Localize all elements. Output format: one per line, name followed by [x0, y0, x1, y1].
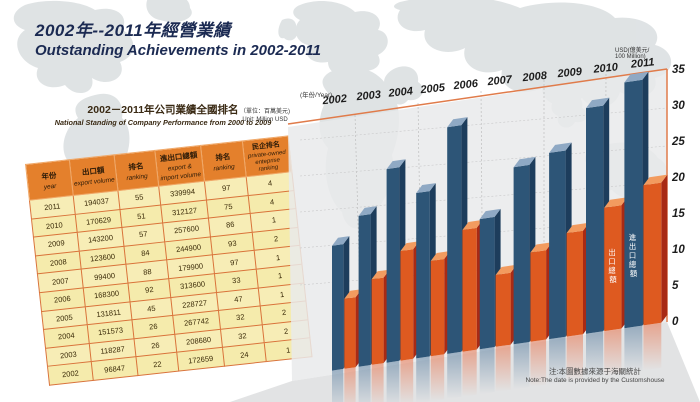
- svg-text:0: 0: [672, 316, 679, 328]
- svg-text:2007: 2007: [486, 74, 513, 89]
- svg-text:2003: 2003: [355, 89, 382, 104]
- svg-text:30: 30: [672, 100, 685, 112]
- svg-text:20: 20: [671, 172, 685, 184]
- svg-text:15: 15: [672, 208, 685, 220]
- svg-text:10: 10: [672, 244, 685, 256]
- svg-text:35: 35: [672, 64, 685, 76]
- svg-text:2009: 2009: [556, 66, 583, 81]
- svg-text:2004: 2004: [387, 85, 414, 100]
- svg-text:2008: 2008: [521, 70, 548, 85]
- svg-text:(年份/Year): (年份/Year): [300, 90, 332, 99]
- svg-text:進 出 口: 進 出 口 總 額: [629, 233, 638, 278]
- svg-text:2005: 2005: [419, 82, 446, 97]
- svg-text:100 Million): 100 Million): [615, 54, 646, 60]
- svg-text:5: 5: [672, 280, 679, 292]
- svg-text:出 口 總: 出 口 總 額: [608, 248, 617, 284]
- svg-text:2010: 2010: [592, 61, 619, 76]
- svg-text:2006: 2006: [452, 78, 479, 93]
- svg-text:USD(億美元/: USD(億美元/: [615, 46, 650, 54]
- svg-text:25: 25: [671, 136, 685, 148]
